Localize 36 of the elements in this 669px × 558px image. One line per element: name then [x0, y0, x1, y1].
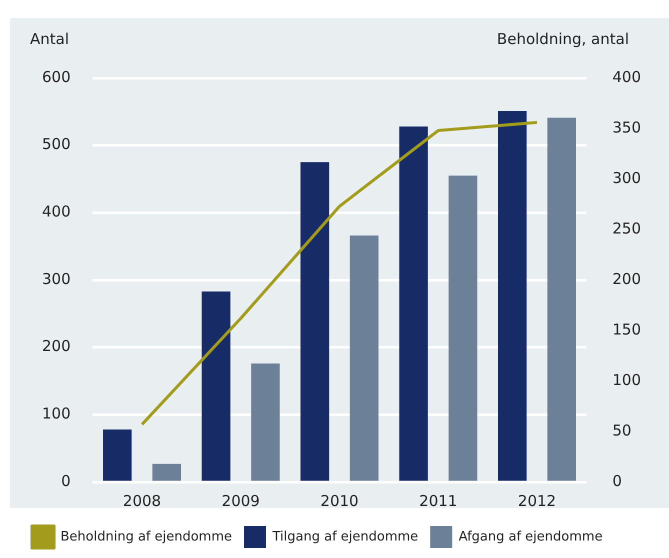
x-tick-label: 2012 — [518, 492, 556, 510]
bar — [103, 429, 132, 481]
x-tick-label: 2009 — [222, 492, 260, 510]
bar — [350, 236, 379, 481]
bar — [399, 126, 428, 481]
y-tick-label: 0 — [61, 472, 71, 490]
y-tick-label: 300 — [42, 270, 71, 288]
y2-axis-title: Beholdning, antal — [496, 30, 629, 48]
bar — [300, 162, 330, 481]
y2-tick-label: 50 — [612, 421, 632, 440]
bar — [152, 464, 182, 481]
legend-label: Afgang af ejendomme — [458, 529, 603, 544]
x-tick-label: 2010 — [320, 492, 359, 510]
y-tick-label: 600 — [42, 68, 71, 86]
bar — [448, 176, 478, 481]
y2-tick-label: 0 — [612, 472, 622, 490]
y2-tick-label: 150 — [612, 320, 642, 338]
bar — [547, 118, 576, 481]
y2-tick-label: 350 — [612, 118, 642, 136]
bar — [251, 363, 280, 481]
legend-label: Tilgang af ejendomme — [272, 529, 418, 544]
y2-tick-label: 200 — [612, 270, 642, 288]
y2-tick-label: 300 — [612, 168, 642, 187]
x-tick-label: 2008 — [122, 492, 162, 510]
y2-tick-label: 100 — [612, 370, 642, 389]
y-axis-title: Antal — [30, 30, 70, 48]
legend-label: Beholdning af ejendomme — [60, 529, 232, 544]
bar — [202, 291, 230, 481]
y-tick-label: 400 — [42, 202, 71, 221]
y2-tick-label: 400 — [612, 68, 642, 86]
y-tick-label: 100 — [42, 404, 71, 423]
x-tick-label: 2011 — [419, 492, 458, 510]
y-tick-label: 500 — [42, 135, 71, 154]
y-tick-label: 200 — [42, 337, 71, 356]
bar — [498, 110, 527, 481]
y2-tick-label: 250 — [612, 219, 642, 238]
